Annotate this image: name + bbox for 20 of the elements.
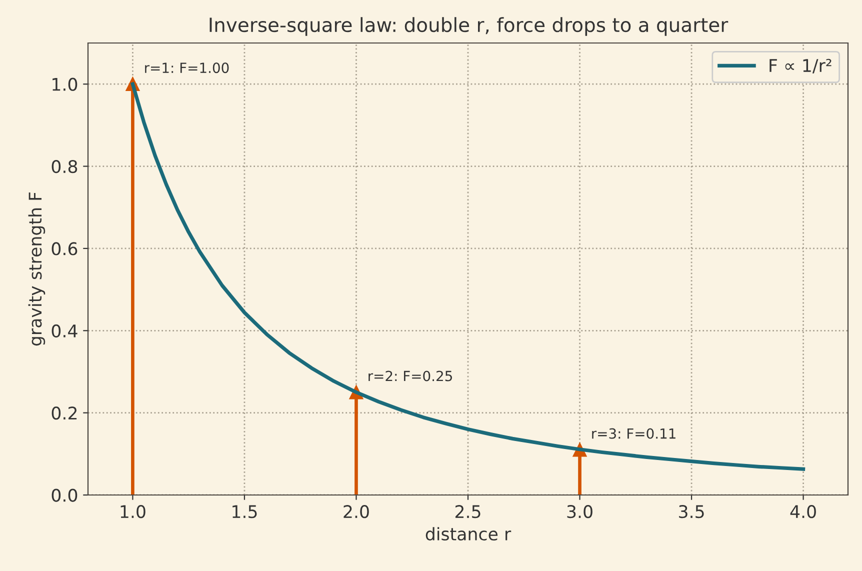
x-tick-label: 3.0 — [567, 505, 592, 518]
annotation: r=3: F=0.11 — [592, 428, 676, 439]
annotation: r=1: F=1.00 — [145, 62, 229, 74]
annotation: r=2: F=0.25 — [368, 370, 452, 382]
x-tick-label: 1.5 — [232, 505, 257, 518]
x-tick-label: 1.0 — [120, 505, 146, 518]
y-tick-label: 0.0 — [52, 488, 78, 502]
y-axis-title: gravity strength F — [28, 192, 46, 346]
x-tick-label: 3.5 — [679, 505, 704, 518]
y-tick-label: 0.2 — [52, 406, 77, 420]
y-tick-label: 0.8 — [52, 160, 78, 174]
legend-label: F ∝ 1/r² — [770, 58, 832, 74]
x-tick-label: 2.5 — [455, 505, 480, 518]
y-tick-label: 1.0 — [52, 78, 78, 91]
y-tick-label: 0.6 — [52, 242, 78, 256]
x-tick-label: 2.0 — [344, 505, 369, 518]
y-tick-label: 0.4 — [52, 324, 78, 338]
x-tick-label: 4.0 — [790, 505, 816, 518]
x-axis-title: distance r — [426, 527, 512, 541]
chart-title: Inverse-square law: double r, force drops to a quarter — [210, 17, 728, 36]
